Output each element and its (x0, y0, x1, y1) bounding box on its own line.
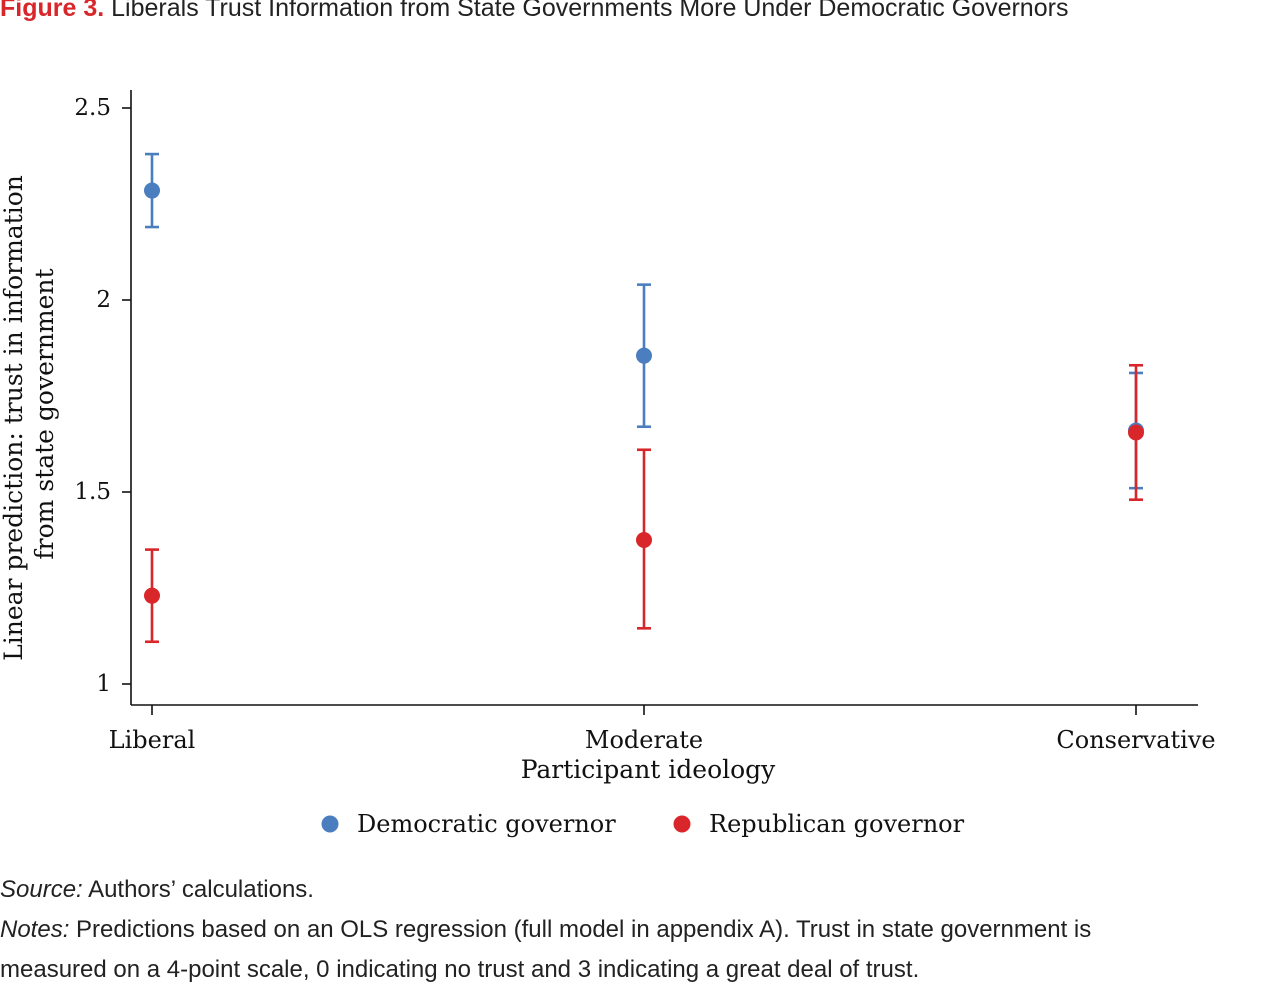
notes-line-2: measured on a 4-point scale, 0 indicatin… (0, 956, 919, 984)
legend-marker (673, 815, 691, 833)
data-point (636, 532, 652, 548)
legend-item: Republican governor (673, 810, 965, 838)
y-axis-label-line1: Linear prediction: trust in information (0, 175, 28, 661)
legend-marker (321, 815, 339, 833)
x-tick-label: Liberal (109, 726, 196, 754)
y-tick-label: 1.5 (74, 479, 111, 505)
y-tick-label: 2 (96, 287, 111, 313)
source-label: Source: (0, 876, 83, 903)
notes-text-2: measured on a 4-point scale, 0 indicatin… (0, 956, 920, 983)
y-tick-label: 1 (96, 671, 111, 697)
legend: Democratic governor Republican governor (321, 810, 965, 838)
figure-label: Figure 3. (0, 0, 105, 22)
notes-label: Notes: (0, 916, 70, 943)
notes-line-1: Notes: Predictions based on an OLS regre… (0, 916, 1091, 944)
x-axis-label: Participant ideology (521, 755, 776, 784)
y-axis-label-line2: from state government (30, 268, 59, 559)
legend-label: Democratic governor (357, 810, 616, 838)
source-text: Authors’ calculations. (82, 876, 314, 903)
notes-text-1: Predictions based on an OLS regression (… (69, 916, 1092, 943)
source-note: Source: Authors’ calculations. (0, 876, 314, 904)
legend-label: Republican governor (709, 810, 965, 838)
figure-title: Figure 3. Liberals Trust Information fro… (0, 0, 1068, 23)
chart: 1 1.5 2 2.5 Liberal Moderate Conservative Line… (0, 90, 1216, 838)
axes: 1 1.5 2 2.5 Liberal Moderate Conservative (74, 90, 1216, 754)
data-point (636, 347, 652, 364)
data-point (144, 587, 160, 604)
y-tick-label: 2.5 (74, 95, 111, 121)
figure-title-text: Liberals Trust Information from State Go… (111, 0, 1069, 22)
chart-marks (144, 152, 1144, 644)
data-point (144, 182, 160, 199)
legend-item: Democratic governor (321, 810, 616, 838)
x-tick-label: Moderate (585, 726, 703, 754)
x-tick-label: Conservative (1056, 726, 1215, 754)
data-point (1128, 424, 1144, 441)
